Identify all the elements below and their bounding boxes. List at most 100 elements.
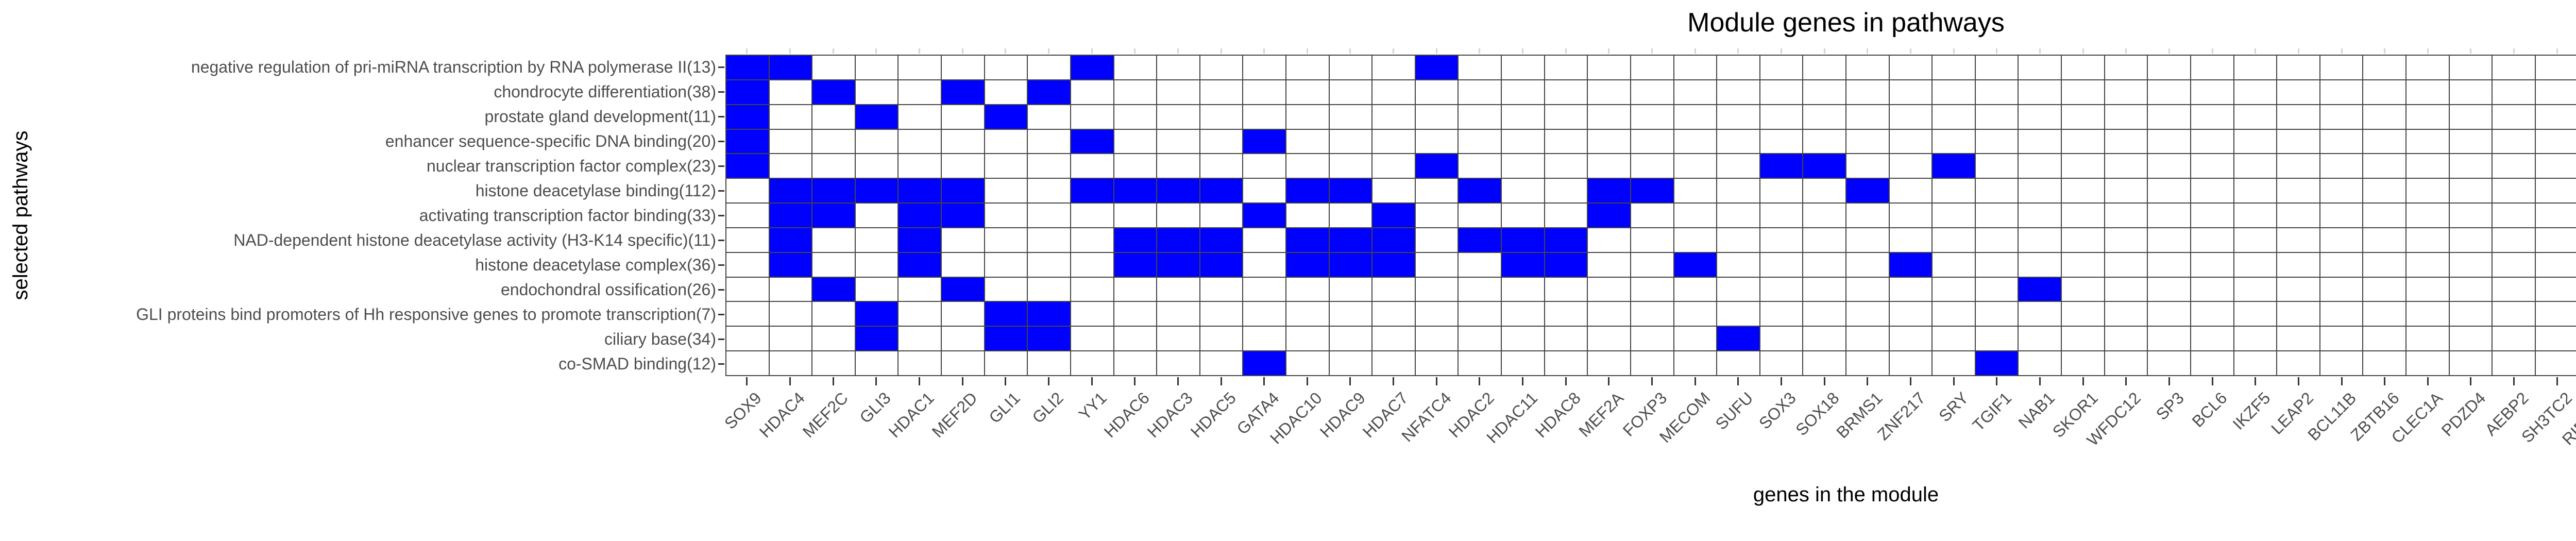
heatmap-cell [1071,105,1113,129]
heatmap-cell [942,204,984,227]
heatmap-cell [1975,129,2018,154]
heatmap-cell [812,327,855,351]
y-tick-label: ciliary base(34) [604,330,716,348]
heatmap-cell [1071,56,1113,79]
heatmap-cell [2019,252,2061,277]
heatmap-cell [2062,327,2104,351]
heatmap-cell [2019,129,2061,154]
heatmap-cell [769,56,812,79]
heatmap-cell [2148,56,2190,79]
heatmap-cell [2277,179,2319,203]
heatmap-cell [1631,179,1673,203]
top-axis-tick [1393,48,1395,54]
heatmap-cell [2535,129,2576,154]
heatmap-cell [1329,80,1372,104]
y-tick-label: GLI proteins bind promoters of Hh respon… [136,305,716,324]
heatmap-cell [1717,56,1759,79]
heatmap-cell [985,154,1027,178]
heatmap-cell [2535,327,2576,351]
x-axis-tick [1435,377,1437,385]
y-tick-label: activating transcription factor binding(… [419,206,716,225]
heatmap-cell [812,277,855,301]
x-axis-tick [1608,377,1610,385]
heatmap-cell [899,80,941,104]
heatmap-cell [2277,277,2319,301]
x-axis-tick [1737,377,1739,385]
heatmap-cell [1157,204,1199,227]
heatmap-cell [1286,129,1329,154]
heatmap-cell [2148,252,2190,277]
heatmap-cell [1545,154,1587,178]
heatmap-cell [1372,327,1415,351]
heatmap-cell [1243,105,1285,129]
top-axis-tick [1047,48,1049,54]
heatmap-cell [1846,277,1889,301]
x-tick-label: SOX18 [1792,388,1843,439]
heatmap-cell [1200,252,1243,277]
heatmap-cell [2191,204,2233,227]
heatmap-cell [855,351,898,375]
heatmap-cell [1933,277,1975,301]
heatmap-cell [899,351,941,375]
heatmap-cell [1975,228,2018,252]
heatmap-cell [2320,80,2363,104]
heatmap-cell [1803,204,1845,227]
heatmap-cell [1200,80,1243,104]
heatmap-cell [2449,228,2492,252]
heatmap-cell [1545,351,1587,375]
heatmap-cell [985,351,1027,375]
heatmap-cell [1674,154,1717,178]
heatmap-cell [2191,302,2233,326]
x-axis-tick [1781,377,1783,385]
heatmap-cell [1588,302,1630,326]
heatmap-cell [1717,277,1759,301]
heatmap-cell [1545,105,1587,129]
heatmap-cell [2535,154,2576,178]
x-axis-tick [2168,377,2170,385]
heatmap-cell [1933,204,1975,227]
heatmap-cell [726,80,769,104]
top-axis-tick [1479,48,1481,54]
heatmap-cell [2449,80,2492,104]
y-axis-tick [718,363,724,365]
x-axis-tick [1909,377,1911,385]
heatmap-cell [1502,179,1544,203]
heatmap-cell [2406,129,2449,154]
x-axis-tick [1823,377,1825,385]
heatmap-cell [2234,179,2277,203]
heatmap-cell [1372,154,1415,178]
heatmap-cell [2363,252,2405,277]
heatmap-cell [1372,351,1415,375]
heatmap-cell [1114,351,1157,375]
heatmap-cell [985,327,1027,351]
heatmap-cell [1846,204,1889,227]
heatmap-cell [985,80,1027,104]
heatmap-cell [2406,179,2449,203]
heatmap-cell [1028,129,1070,154]
y-axis-tick [718,214,724,216]
heatmap-cell [812,204,855,227]
y-axis-tick [718,239,724,241]
heatmap-cell [985,179,1027,203]
heatmap-cell [1459,302,1501,326]
y-axis-tick [718,66,724,68]
heatmap-cell [1889,327,1932,351]
heatmap-cell [2191,228,2233,252]
chart-title: Module genes in pathways [1687,8,2005,38]
heatmap-cell [1588,327,1630,351]
heatmap-cell [942,154,984,178]
y-axis-tick [718,313,724,315]
x-tick-label: PDZD4 [2437,388,2489,440]
x-axis-tick [961,377,963,385]
heatmap-cell [1717,327,1759,351]
heatmap-cell [855,80,898,104]
heatmap-cell [2406,204,2449,227]
heatmap-cell [2019,302,2061,326]
heatmap-cell [1631,252,1673,277]
heatmap-cell [2449,56,2492,79]
heatmap-cell [2105,252,2147,277]
heatmap-cell [2406,327,2449,351]
top-axis-tick [2556,48,2558,54]
heatmap-cell [812,154,855,178]
heatmap-cell [726,252,769,277]
